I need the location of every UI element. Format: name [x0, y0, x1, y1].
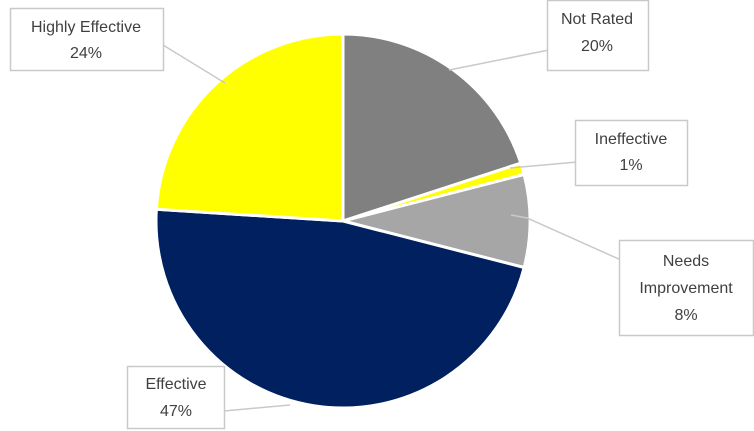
slice-value-label: 20% — [581, 38, 613, 55]
callout-box — [546, 0, 650, 72]
callout-box — [618, 239, 754, 337]
pie-slice-effective — [154, 207, 526, 410]
pie-slices — [154, 32, 532, 410]
callout-effective: Effective 47% — [126, 365, 226, 430]
slice-label: Highly Effective — [31, 19, 141, 36]
callouts: Not Rated 20% Ineffective 1% Needs Improvemen… — [9, 0, 754, 430]
slice-value-label: 24% — [70, 45, 102, 62]
callout-box — [126, 365, 226, 430]
leader-line-highly-effective — [162, 44, 226, 84]
slice-value-label: 1% — [619, 157, 642, 174]
callout-box — [574, 119, 689, 187]
leader-line-ineffective — [509, 161, 578, 169]
pie-slice-highly-effective — [154, 32, 345, 223]
leader-lines — [162, 44, 622, 412]
leader-line-not-rated — [448, 49, 550, 71]
callout-needs-improvement: Needs Improvement 8% — [618, 239, 754, 337]
slice-label-line: Improvement — [639, 280, 733, 297]
callout-not-rated: Not Rated 20% — [546, 0, 650, 72]
slice-label-line: Needs — [663, 253, 709, 270]
slice-label: Effective — [145, 376, 206, 393]
callout-box — [9, 7, 165, 72]
slice-value-label: 8% — [674, 307, 697, 324]
leader-line-needs-improvement — [510, 214, 622, 261]
pie-slice-needs-improvement — [341, 172, 532, 270]
callout-highly-effective: Highly Effective 24% — [9, 7, 165, 72]
slice-value-label: 47% — [160, 403, 192, 420]
slice-label: Not Rated — [561, 11, 633, 28]
slice-label: Ineffective — [595, 131, 668, 148]
leader-line-effective — [223, 404, 291, 412]
callout-ineffective: Ineffective 1% — [574, 119, 689, 187]
